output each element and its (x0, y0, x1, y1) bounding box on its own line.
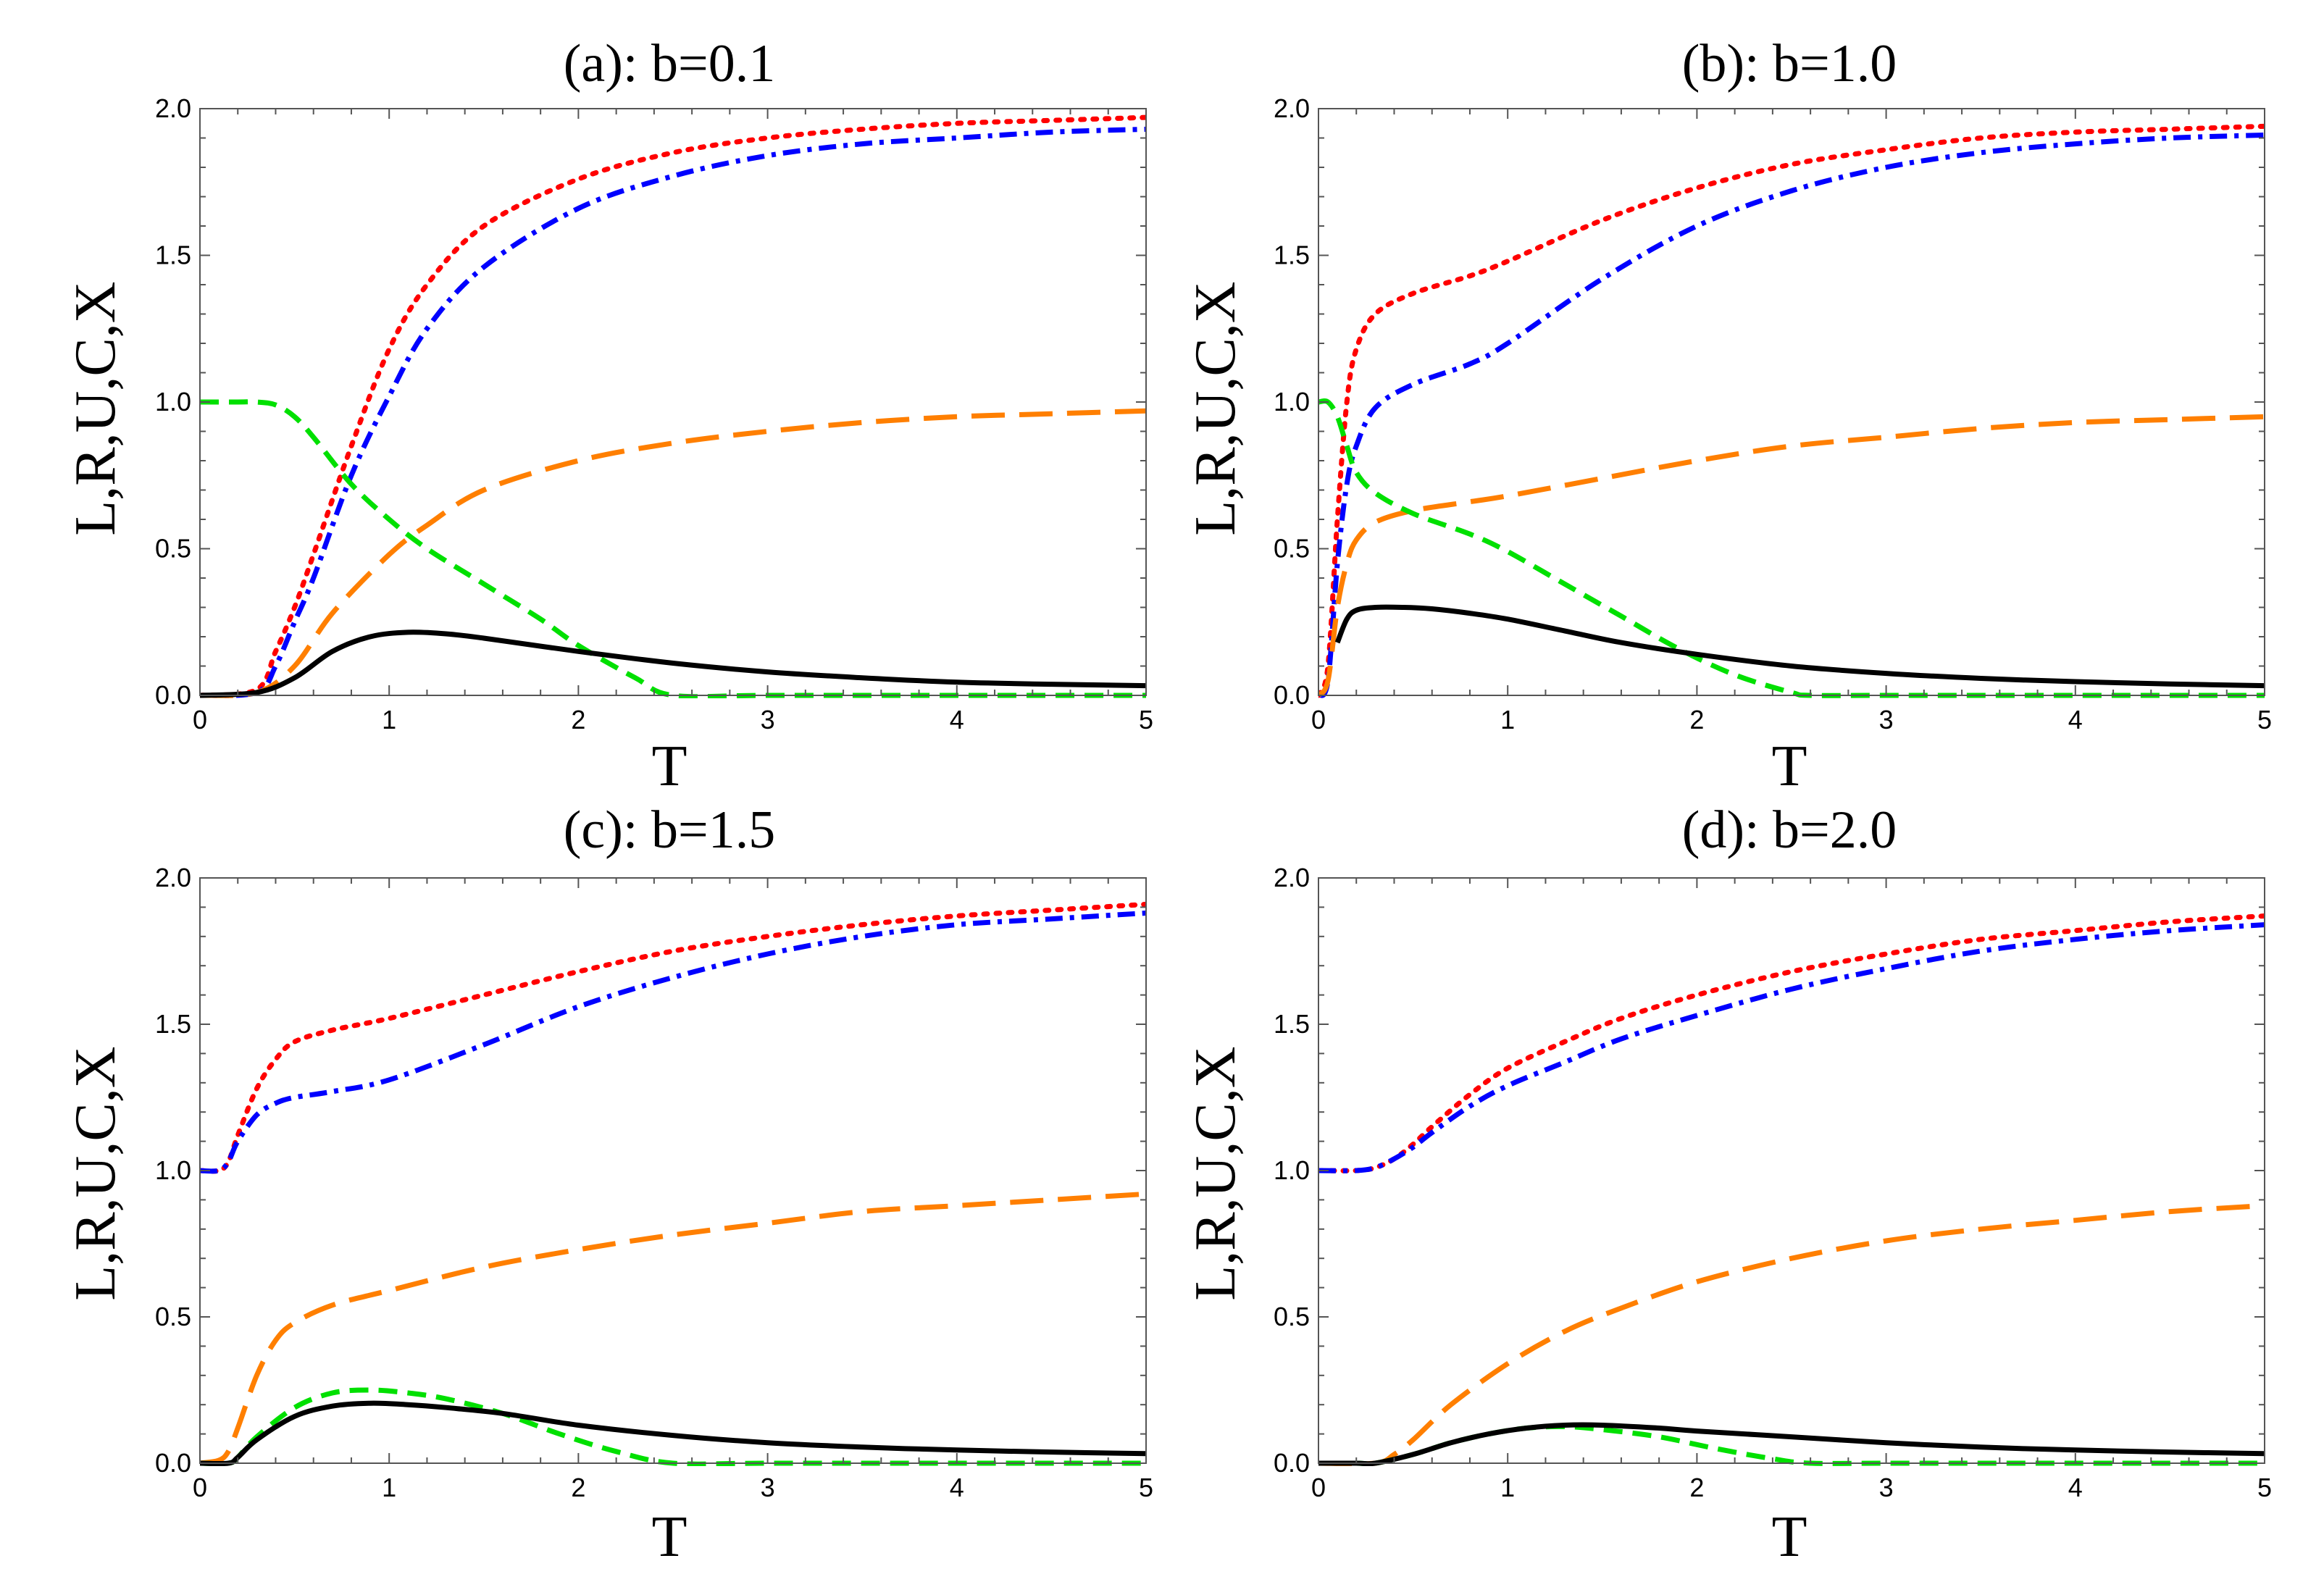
plot-frame (199, 877, 1147, 1464)
series-line-red-dotted (200, 114, 1146, 698)
plot-frame (1318, 108, 2265, 696)
x-tick-label: 4 (950, 705, 964, 734)
panel-title: (d): b=2.0 (1682, 800, 1897, 860)
y-tick-label: 1.5 (1274, 240, 1310, 270)
y-tick-label: 0.0 (155, 1448, 191, 1478)
x-tick-label: 1 (1500, 705, 1515, 734)
x-tick-label: 4 (2068, 705, 2083, 734)
y-tick-label: 1.5 (155, 1009, 191, 1039)
y-tick-label: 1.0 (1274, 387, 1310, 417)
series-line-red-dotted (1318, 123, 2265, 698)
series-line-blue-dashdot (200, 126, 1146, 698)
series-line-blue-dashdot (1318, 922, 2265, 1173)
y-tick-label: 1.0 (155, 1155, 191, 1185)
series-line-black-solid (200, 629, 1146, 698)
x-tick-label: 2 (571, 705, 585, 734)
y-axis-label: L,R,U,C,X (64, 281, 128, 535)
series-line-black-solid (1334, 604, 2265, 689)
y-tick-label: 0.0 (1274, 680, 1310, 710)
series-group (200, 901, 1146, 1466)
x-axis-label: T (1772, 734, 1807, 798)
series-line-orange-longdash (1318, 1203, 2265, 1466)
y-tick-label: 0.0 (1274, 1448, 1310, 1478)
y-tick-label: 1.5 (1274, 1009, 1310, 1039)
y-tick-label: 0.5 (155, 534, 191, 564)
x-tick-label: 5 (1139, 705, 1153, 734)
x-tick-label: 4 (2068, 1473, 2083, 1502)
panel-c: (c): b=1.5 T L,R,U,C,X 0 1 2 3 4 5 0.0 0.5 1.0 1.… (64, 800, 1153, 1569)
x-axis-label: T (652, 1505, 687, 1569)
x-tick-label: 1 (382, 1473, 396, 1502)
y-axis-label: L,R,U,C,X (1184, 281, 1247, 535)
series-line-red-dotted (200, 901, 1146, 1174)
series-group (1318, 123, 2265, 698)
x-tick-label: 3 (761, 705, 775, 734)
x-tick-label: 4 (950, 1473, 964, 1502)
x-tick-label: 0 (193, 1473, 207, 1502)
series-line-orange-longdash (200, 1191, 1146, 1466)
series-line-red-dotted (1318, 913, 2265, 1173)
panel-d: (d): b=2.0 T L,R,U,C,X 0 1 2 3 4 5 0.0 0.5 1.0 1.… (1184, 800, 2272, 1569)
y-tick-label: 0.5 (1274, 1302, 1310, 1331)
x-tick-label: 0 (1311, 705, 1326, 734)
series-line-green-dashed (1318, 398, 2265, 698)
x-tick-label: 2 (571, 1473, 585, 1502)
y-axis-label: L,R,U,C,X (1184, 1046, 1247, 1300)
x-axis-label: T (1772, 1505, 1807, 1569)
series-line-green-dashed (200, 399, 1146, 698)
y-tick-label: 1.0 (1274, 1155, 1310, 1185)
panel-title: (a): b=0.1 (564, 34, 775, 93)
series-group (1318, 913, 2265, 1466)
y-tick-label: 2.0 (155, 863, 191, 892)
x-tick-label: 2 (1689, 705, 1704, 734)
x-tick-label: 1 (382, 705, 396, 734)
x-tick-label: 3 (1879, 1473, 1894, 1502)
x-tick-label: 0 (1311, 1473, 1326, 1502)
plot-frame (199, 108, 1147, 696)
y-tick-label: 1.0 (155, 387, 191, 417)
series-line-orange-longdash (200, 408, 1146, 698)
x-tick-label: 3 (1879, 705, 1894, 734)
y-tick-label: 0.5 (1274, 534, 1310, 564)
series-group (200, 114, 1146, 698)
x-tick-label: 2 (1689, 1473, 1704, 1502)
panel-b: (b): b=1.0 T L,R,U,C,X 0 1 2 3 4 5 0.0 0.5 1.0 1.… (1184, 34, 2272, 798)
y-tick-label: 2.0 (1274, 863, 1310, 892)
y-tick-label: 0.0 (155, 680, 191, 710)
series-line-green-dashed (1318, 1423, 2265, 1466)
y-axis-label: L,R,U,C,X (64, 1046, 128, 1300)
x-axis-label: T (652, 734, 687, 798)
y-tick-label: 2.0 (1274, 93, 1310, 123)
panel-a: (a): b=0.1 T L,R,U,C,X 0 1 2 3 4 5 0.0 0.5 1.0 1.… (64, 34, 1153, 798)
plot-frame (1318, 877, 2265, 1464)
x-tick-label: 5 (1139, 1473, 1153, 1502)
x-tick-label: 5 (2257, 705, 2272, 734)
series-line-black-solid (200, 1400, 1146, 1466)
series-line-black-solid (1318, 1422, 2265, 1466)
panel-title: (c): b=1.5 (564, 800, 775, 860)
x-tick-label: 0 (193, 705, 207, 734)
y-tick-label: 1.5 (155, 240, 191, 270)
x-tick-label: 5 (2257, 1473, 2272, 1502)
y-tick-label: 2.0 (155, 93, 191, 123)
series-line-blue-dashdot (1318, 133, 2265, 698)
x-tick-label: 1 (1500, 1473, 1515, 1502)
x-tick-label: 3 (761, 1473, 775, 1502)
panel-title: (b): b=1.0 (1682, 34, 1897, 93)
series-line-blue-dashdot (200, 911, 1146, 1174)
series-line-orange-longdash (1318, 414, 2265, 698)
y-tick-label: 0.5 (155, 1302, 191, 1331)
